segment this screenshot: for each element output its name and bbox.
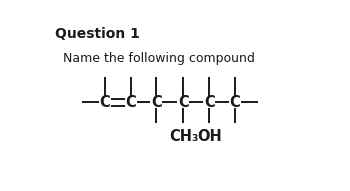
- Text: Name the following compound: Name the following compound: [63, 52, 254, 65]
- Text: C: C: [230, 95, 240, 110]
- Text: C: C: [125, 95, 136, 110]
- Text: C: C: [204, 95, 215, 110]
- Text: CH₃: CH₃: [169, 129, 198, 144]
- Text: C: C: [99, 95, 110, 110]
- Text: Question 1: Question 1: [55, 27, 139, 41]
- Text: OH: OH: [197, 129, 222, 144]
- Text: C: C: [178, 95, 189, 110]
- Text: C: C: [151, 95, 162, 110]
